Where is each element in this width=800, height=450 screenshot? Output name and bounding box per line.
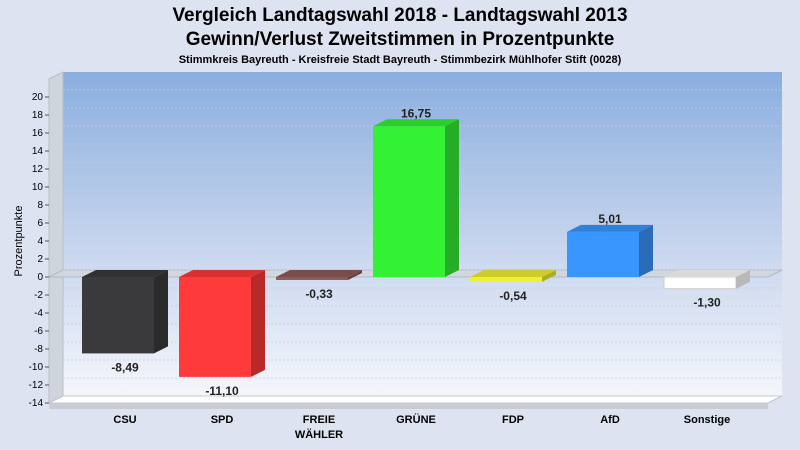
bar-front [276, 277, 348, 280]
category-label: FREIE [303, 414, 335, 426]
bar-front [373, 126, 445, 277]
chart-title-line2: Gewinn/Verlust Zweitstimmen in Prozentpu… [186, 29, 615, 50]
bar-spd [179, 270, 265, 377]
y-tick-label: 16 [32, 128, 44, 139]
category-label: FDP [502, 414, 524, 426]
y-tick-label: 10 [32, 182, 44, 193]
bar-grüne [373, 119, 459, 277]
y-tick-label: -10 [29, 362, 44, 373]
y-tick-label: 8 [37, 200, 43, 211]
y-axis-label: Prozentpunkte [13, 206, 25, 277]
category-label: Sonstige [684, 414, 730, 426]
bar-side [542, 270, 556, 282]
bar-front [663, 276, 737, 290]
data-label: -8,49 [111, 360, 139, 374]
y-tick-label: -8 [34, 344, 43, 355]
bar-top [179, 270, 265, 277]
bar-top [664, 270, 750, 277]
data-label: -0,54 [499, 289, 527, 303]
bar-top [276, 270, 362, 277]
y-tick-label: -2 [34, 290, 43, 301]
category-labels: CSU SPD FREIE WÄHLER GRÜNE FDP AfD Sonstige [113, 413, 730, 441]
y-tick-label: -6 [34, 326, 43, 337]
bar-front [82, 277, 154, 354]
bar-fdp [470, 270, 556, 282]
y-tick-label: 2 [37, 254, 43, 265]
y-tick-label: -14 [29, 398, 44, 409]
chart-title-line1: Vergleich Landtagswahl 2018 - Landtagswa… [172, 5, 627, 26]
category-label: GRÜNE [396, 413, 436, 426]
y-tick-label: 12 [32, 164, 44, 175]
bar-freie [276, 270, 362, 280]
bar-front [179, 277, 251, 377]
bar-side [251, 270, 265, 377]
y-axis-ticks: -14 -12 -10 -8 -6 -4 -2 0 2 4 6 8 10 12 14 16 18 20 [29, 92, 49, 409]
bar-top [470, 270, 556, 277]
y-tick-label: 20 [32, 92, 44, 103]
bar-front [567, 231, 639, 277]
floor-edge [49, 403, 768, 409]
y-tick-label: 18 [32, 110, 44, 121]
chart-subtitle: Stimmkreis Bayreuth - Kreisfreie Stadt B… [179, 54, 622, 66]
bar-top [82, 270, 168, 277]
y-tick-label: -4 [34, 308, 43, 319]
bar-csu [82, 270, 168, 354]
bar-side [639, 224, 653, 277]
category-label: AfD [600, 414, 620, 426]
data-label: -0,33 [305, 287, 333, 301]
bar-sonstige [663, 270, 750, 290]
y-tick-label: -12 [29, 380, 44, 391]
bar-side [348, 270, 362, 280]
bar-top [567, 224, 653, 232]
data-label: -11,10 [205, 384, 239, 398]
data-label: 5,01 [598, 212, 622, 226]
bar-side [736, 270, 750, 289]
category-label: SPD [211, 414, 234, 426]
y-tick-label: 0 [37, 272, 43, 283]
bar-afd [567, 224, 653, 277]
floor [48, 395, 783, 404]
bars [82, 119, 750, 377]
category-label: CSU [113, 414, 136, 426]
data-labels: -8,49 -11,10 -0,33 16,75 -0,54 5,01 -1,30 [111, 106, 721, 398]
bar-top [373, 119, 459, 127]
bar-side [154, 270, 168, 354]
category-label-line2: WÄHLER [295, 428, 343, 441]
data-label: 16,75 [401, 106, 431, 120]
y-tick-label: 14 [32, 146, 44, 157]
y-tick-label: 6 [37, 218, 43, 229]
data-label: -1,30 [693, 296, 721, 310]
bar-front [470, 277, 542, 282]
y-tick-label: 4 [37, 236, 43, 247]
left-wall [48, 71, 64, 404]
bar-side [445, 119, 459, 277]
